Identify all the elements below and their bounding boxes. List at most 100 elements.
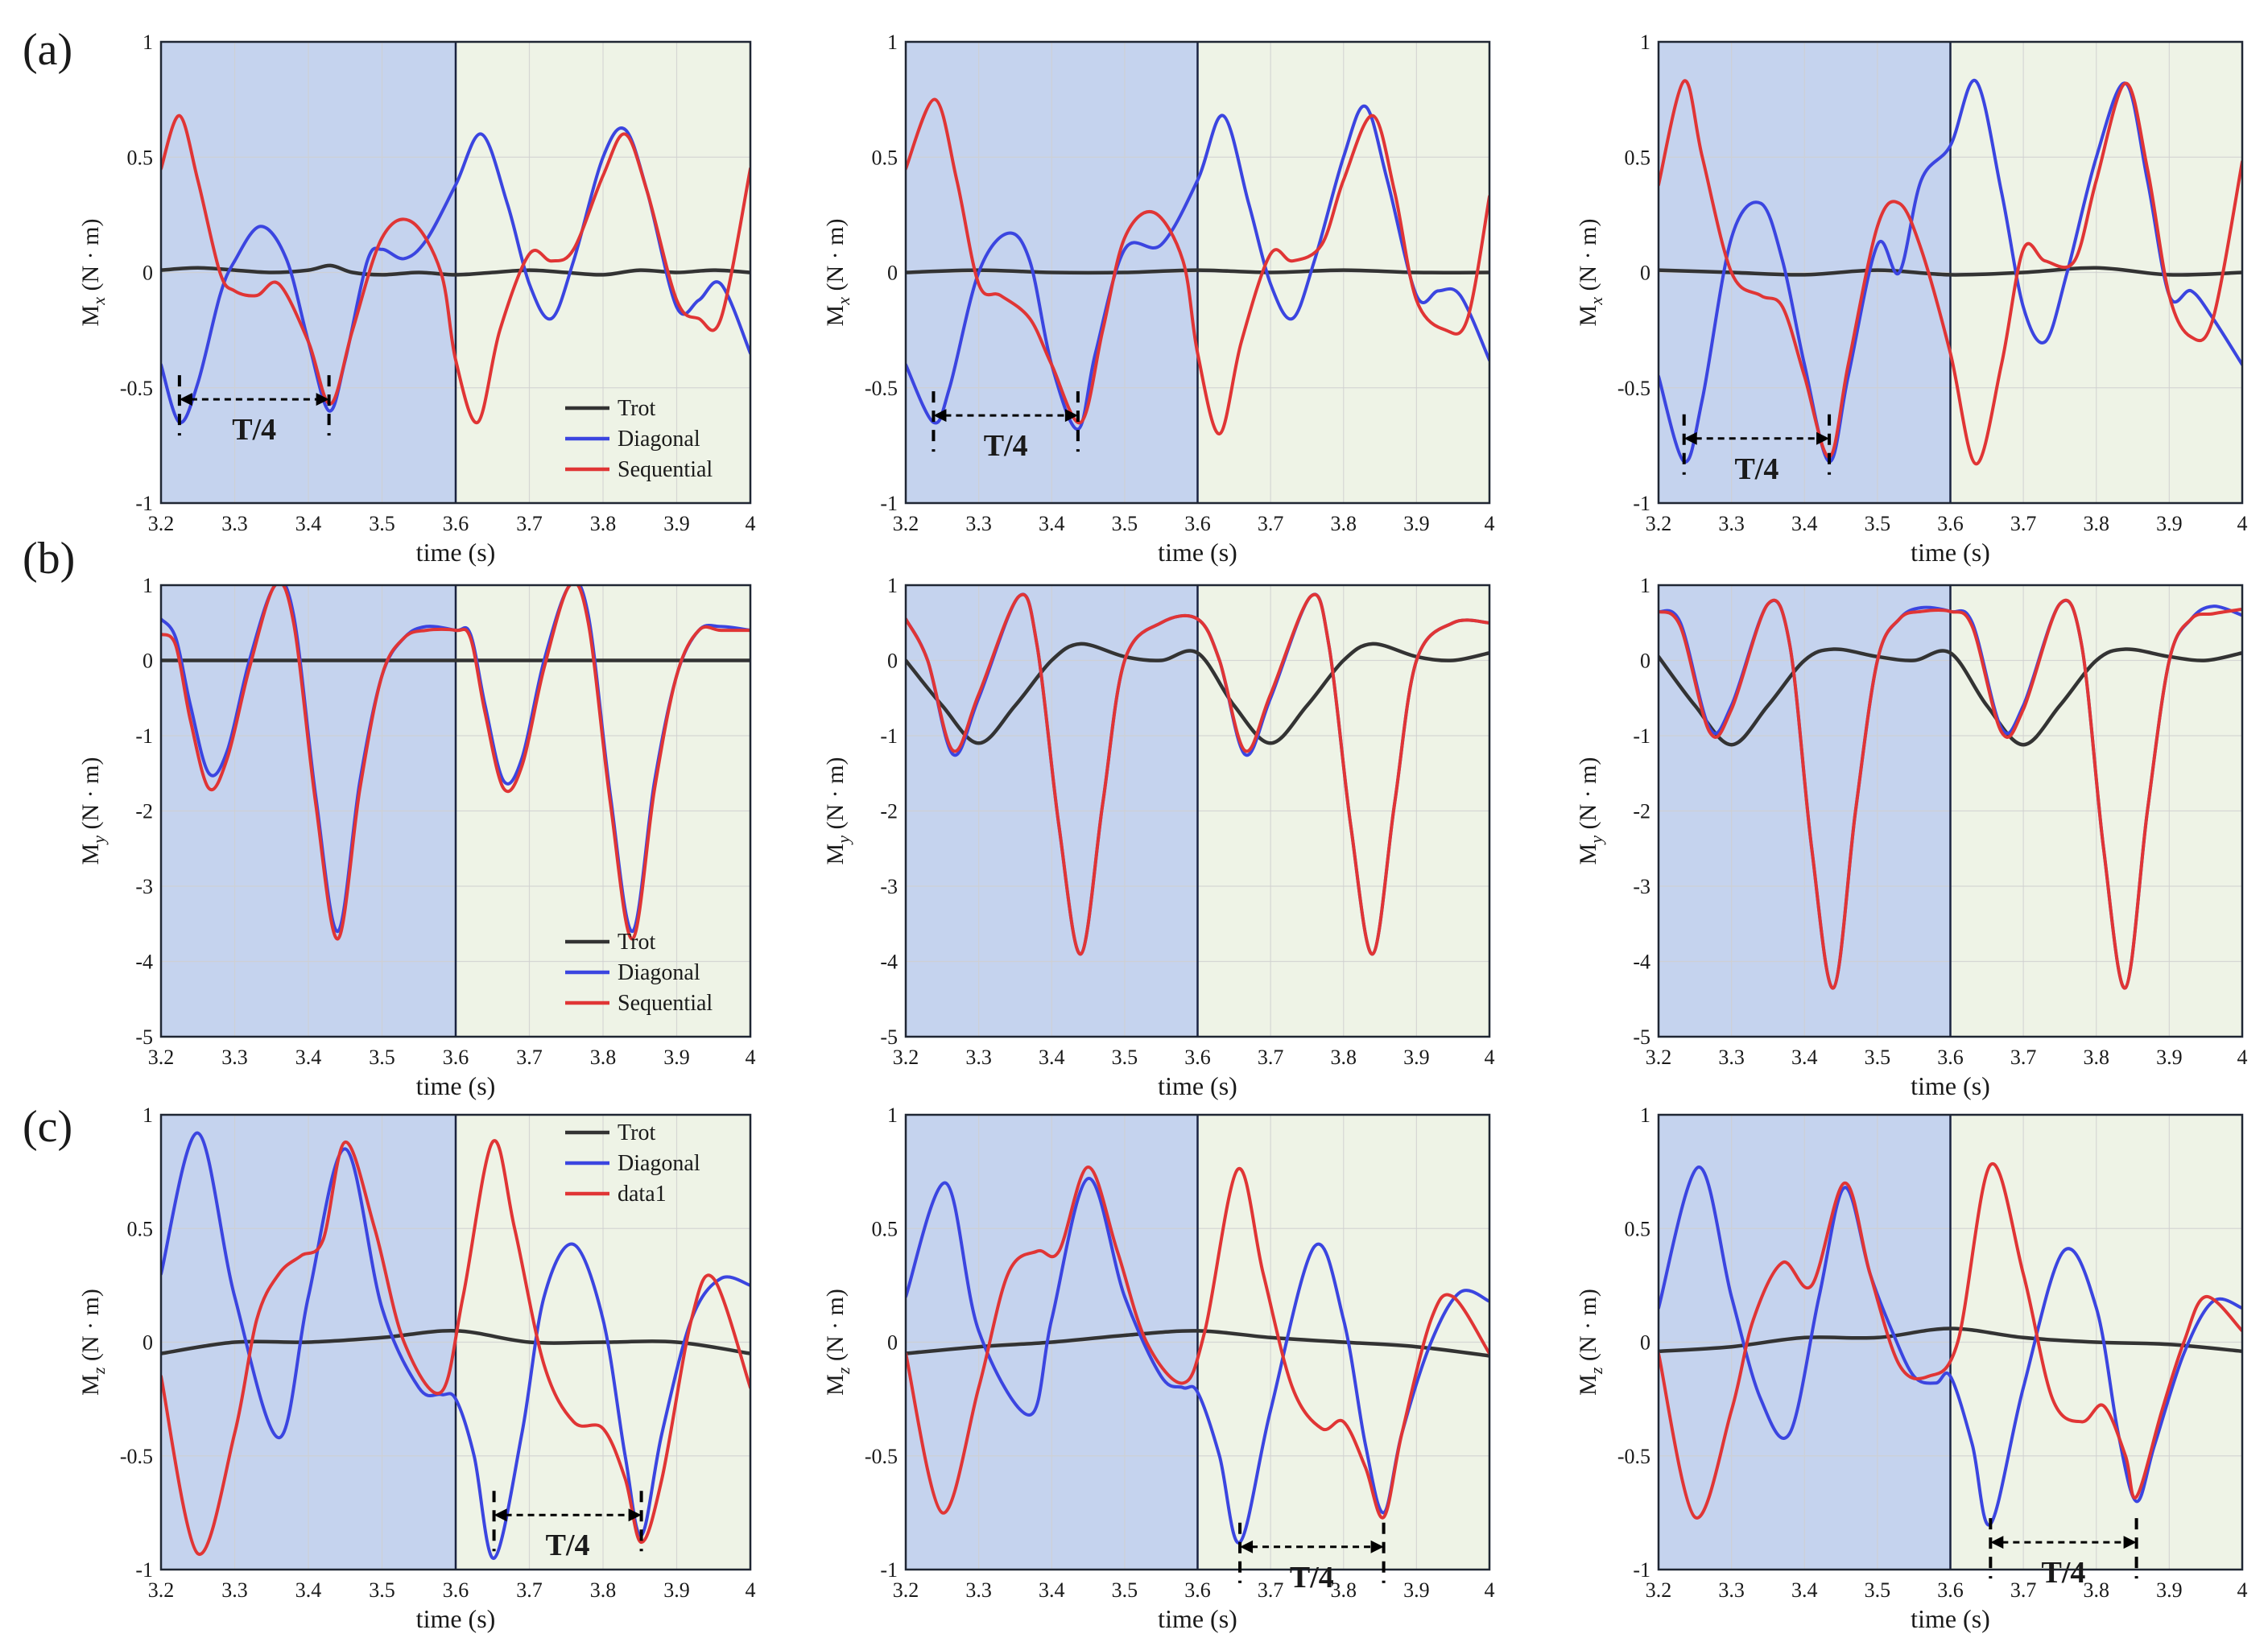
x-tick-label: 4 <box>2237 1046 2248 1069</box>
y-axis-subscript: z <box>89 1367 109 1375</box>
y-axis-label: Mx (N · m) <box>1575 219 1606 327</box>
x-tick-label: 3.3 <box>965 1578 992 1602</box>
y-axis-unit: (N · m) <box>1575 219 1601 297</box>
y-tick-label: -5 <box>135 1025 153 1049</box>
plot-frame <box>904 40 1491 505</box>
y-tick-label: 0 <box>887 262 898 285</box>
x-tick-label: 3.8 <box>2084 1578 2110 1602</box>
series-group <box>1659 598 2242 990</box>
y-tick-label: -3 <box>135 875 153 898</box>
x-tick-label: 3.2 <box>893 1046 919 1069</box>
x-tick-label: 3.4 <box>295 1046 322 1069</box>
y-tick-label: 1 <box>143 574 153 597</box>
x-axis-label: time (s) <box>1911 538 1990 567</box>
annotation-arrow-left <box>1683 431 1697 445</box>
y-tick-label: -4 <box>1633 951 1650 974</box>
row-label-a: (a) <box>23 25 72 75</box>
y-axis-symbol: M <box>77 1374 104 1396</box>
y-axis-subscript: z <box>833 1367 853 1375</box>
y-axis-unit: (N · m) <box>1575 1289 1601 1367</box>
series-line-sequential <box>906 1165 1489 1520</box>
y-tick-label: -1 <box>135 1558 153 1582</box>
y-tick-label: 0 <box>143 262 153 285</box>
y-tick-label: -1 <box>135 492 153 515</box>
y-tick-label: -0.5 <box>865 1445 898 1468</box>
y-axis-label: Mx (N · m) <box>77 219 109 327</box>
series-line-diagonal <box>906 1177 1489 1545</box>
x-tick-label: 3.6 <box>1184 512 1211 535</box>
panel-a3: 3.2 3.3 3.4 3.5 3.6 3.7 3.8 3.9 4 -1 -0.5 0 0.5 1 time… <box>1575 31 2248 567</box>
y-tick-label: 0.5 <box>1625 1217 1651 1240</box>
y-axis-unit: (N · m) <box>77 1289 104 1367</box>
x-tick-label: 4 <box>746 1046 756 1069</box>
plot-frame <box>1657 1113 2244 1571</box>
x-tick-label: 3.9 <box>2156 512 2183 535</box>
panel-b2: 3.2 3.3 3.4 3.5 3.6 3.7 3.8 3.9 4 -5 -4 -3 -2 -1 0 1 tim… <box>822 574 1495 1100</box>
annotation-arrow-left <box>933 409 947 423</box>
x-tick-label: 3.9 <box>2156 1578 2183 1602</box>
panel-b3: 3.2 3.3 3.4 3.5 3.6 3.7 3.8 3.9 4 -5 -4 -3 -2 -1 0 1 tim… <box>1575 574 2248 1100</box>
y-tick-label: -5 <box>1633 1025 1650 1049</box>
x-tick-label: 3.3 <box>221 1578 248 1602</box>
x-tick-label: 3.6 <box>1937 1578 1964 1602</box>
x-tick-label: 3.3 <box>221 512 248 535</box>
y-tick-label: -0.5 <box>120 1445 153 1468</box>
x-tick-label: 3.5 <box>1865 512 1891 535</box>
x-tick-label: 3.8 <box>590 512 617 535</box>
legend: Trot Diagonal data1 <box>565 1120 700 1207</box>
y-axis-label: Mz (N · m) <box>822 1289 853 1396</box>
x-tick-label: 3.2 <box>1646 1578 1672 1602</box>
y-tick-label: 0 <box>143 1331 153 1355</box>
annotation-t4: T/4 <box>1682 414 1832 486</box>
series-line-sequential <box>161 585 750 941</box>
row-label-c: (c) <box>23 1102 72 1152</box>
y-tick-label: -1 <box>880 724 898 748</box>
panel-c2: 3.2 3.3 3.4 3.5 3.6 3.7 3.8 3.9 4 -1 -0.5 0 0.5 1 time… <box>822 1104 1495 1633</box>
legend-label-diagonal: Diagonal <box>618 960 700 985</box>
y-axis-symbol: M <box>77 305 104 327</box>
x-tick-label: 3.6 <box>1937 512 1964 535</box>
x-tick-label: 3.5 <box>369 1578 395 1602</box>
y-tick-label: -1 <box>1633 1558 1650 1582</box>
x-tick-label: 3.6 <box>1184 1046 1211 1069</box>
x-tick-label: 3.5 <box>369 512 395 535</box>
y-tick-label: 0.5 <box>1625 146 1651 169</box>
annotation-arrow-left <box>179 393 192 406</box>
plot-frame <box>904 584 1491 1038</box>
x-tick-label: 3.5 <box>1865 1046 1891 1069</box>
series-line-diagonal <box>1659 1165 2242 1527</box>
annotation-label: T/4 <box>1734 452 1778 486</box>
x-axis-label: time (s) <box>1911 1604 1990 1633</box>
x-tick-label: 3.7 <box>516 1046 543 1069</box>
series-group <box>1659 78 2242 466</box>
y-axis-unit: (N · m) <box>822 757 849 835</box>
x-tick-label: 3.5 <box>1112 1578 1138 1602</box>
y-tick-label: 0 <box>1640 1331 1650 1355</box>
legend-label-trot: Trot <box>618 1120 655 1145</box>
x-tick-label: 4 <box>2237 512 2248 535</box>
plot-frame <box>1657 584 2244 1038</box>
panel-b1: 3.2 3.3 3.4 3.5 3.6 3.7 3.8 3.9 4 -5 -4 -3 -2 -1 0 1 tim… <box>77 574 756 1100</box>
x-tick-label: 3.5 <box>369 1046 395 1069</box>
x-tick-label: 3.7 <box>2010 512 2037 535</box>
series-line-sequential <box>1659 1161 2242 1520</box>
x-tick-label: 3.4 <box>1791 1046 1818 1069</box>
x-tick-label: 3.5 <box>1112 512 1138 535</box>
series-group <box>1659 1161 2242 1527</box>
x-axis-label: time (s) <box>416 538 496 567</box>
x-tick-label: 3.4 <box>1791 1578 1818 1602</box>
y-axis-label: Mz (N · m) <box>77 1289 109 1396</box>
y-tick-label: -4 <box>880 951 898 974</box>
x-tick-label: 3.7 <box>1258 1578 1284 1602</box>
row-label-b: (b) <box>23 534 75 584</box>
y-axis-symbol: M <box>1575 1374 1601 1396</box>
x-tick-label: 3.2 <box>148 1578 175 1602</box>
x-tick-label: 3.5 <box>1865 1578 1891 1602</box>
y-tick-label: 1 <box>143 31 153 54</box>
x-axis-label: time (s) <box>416 1071 496 1100</box>
x-axis-label: time (s) <box>1158 1604 1237 1633</box>
x-tick-label: 3.6 <box>1937 1046 1964 1069</box>
y-axis-subscript: y <box>1586 835 1606 845</box>
x-tick-label: 3.4 <box>295 1578 322 1602</box>
